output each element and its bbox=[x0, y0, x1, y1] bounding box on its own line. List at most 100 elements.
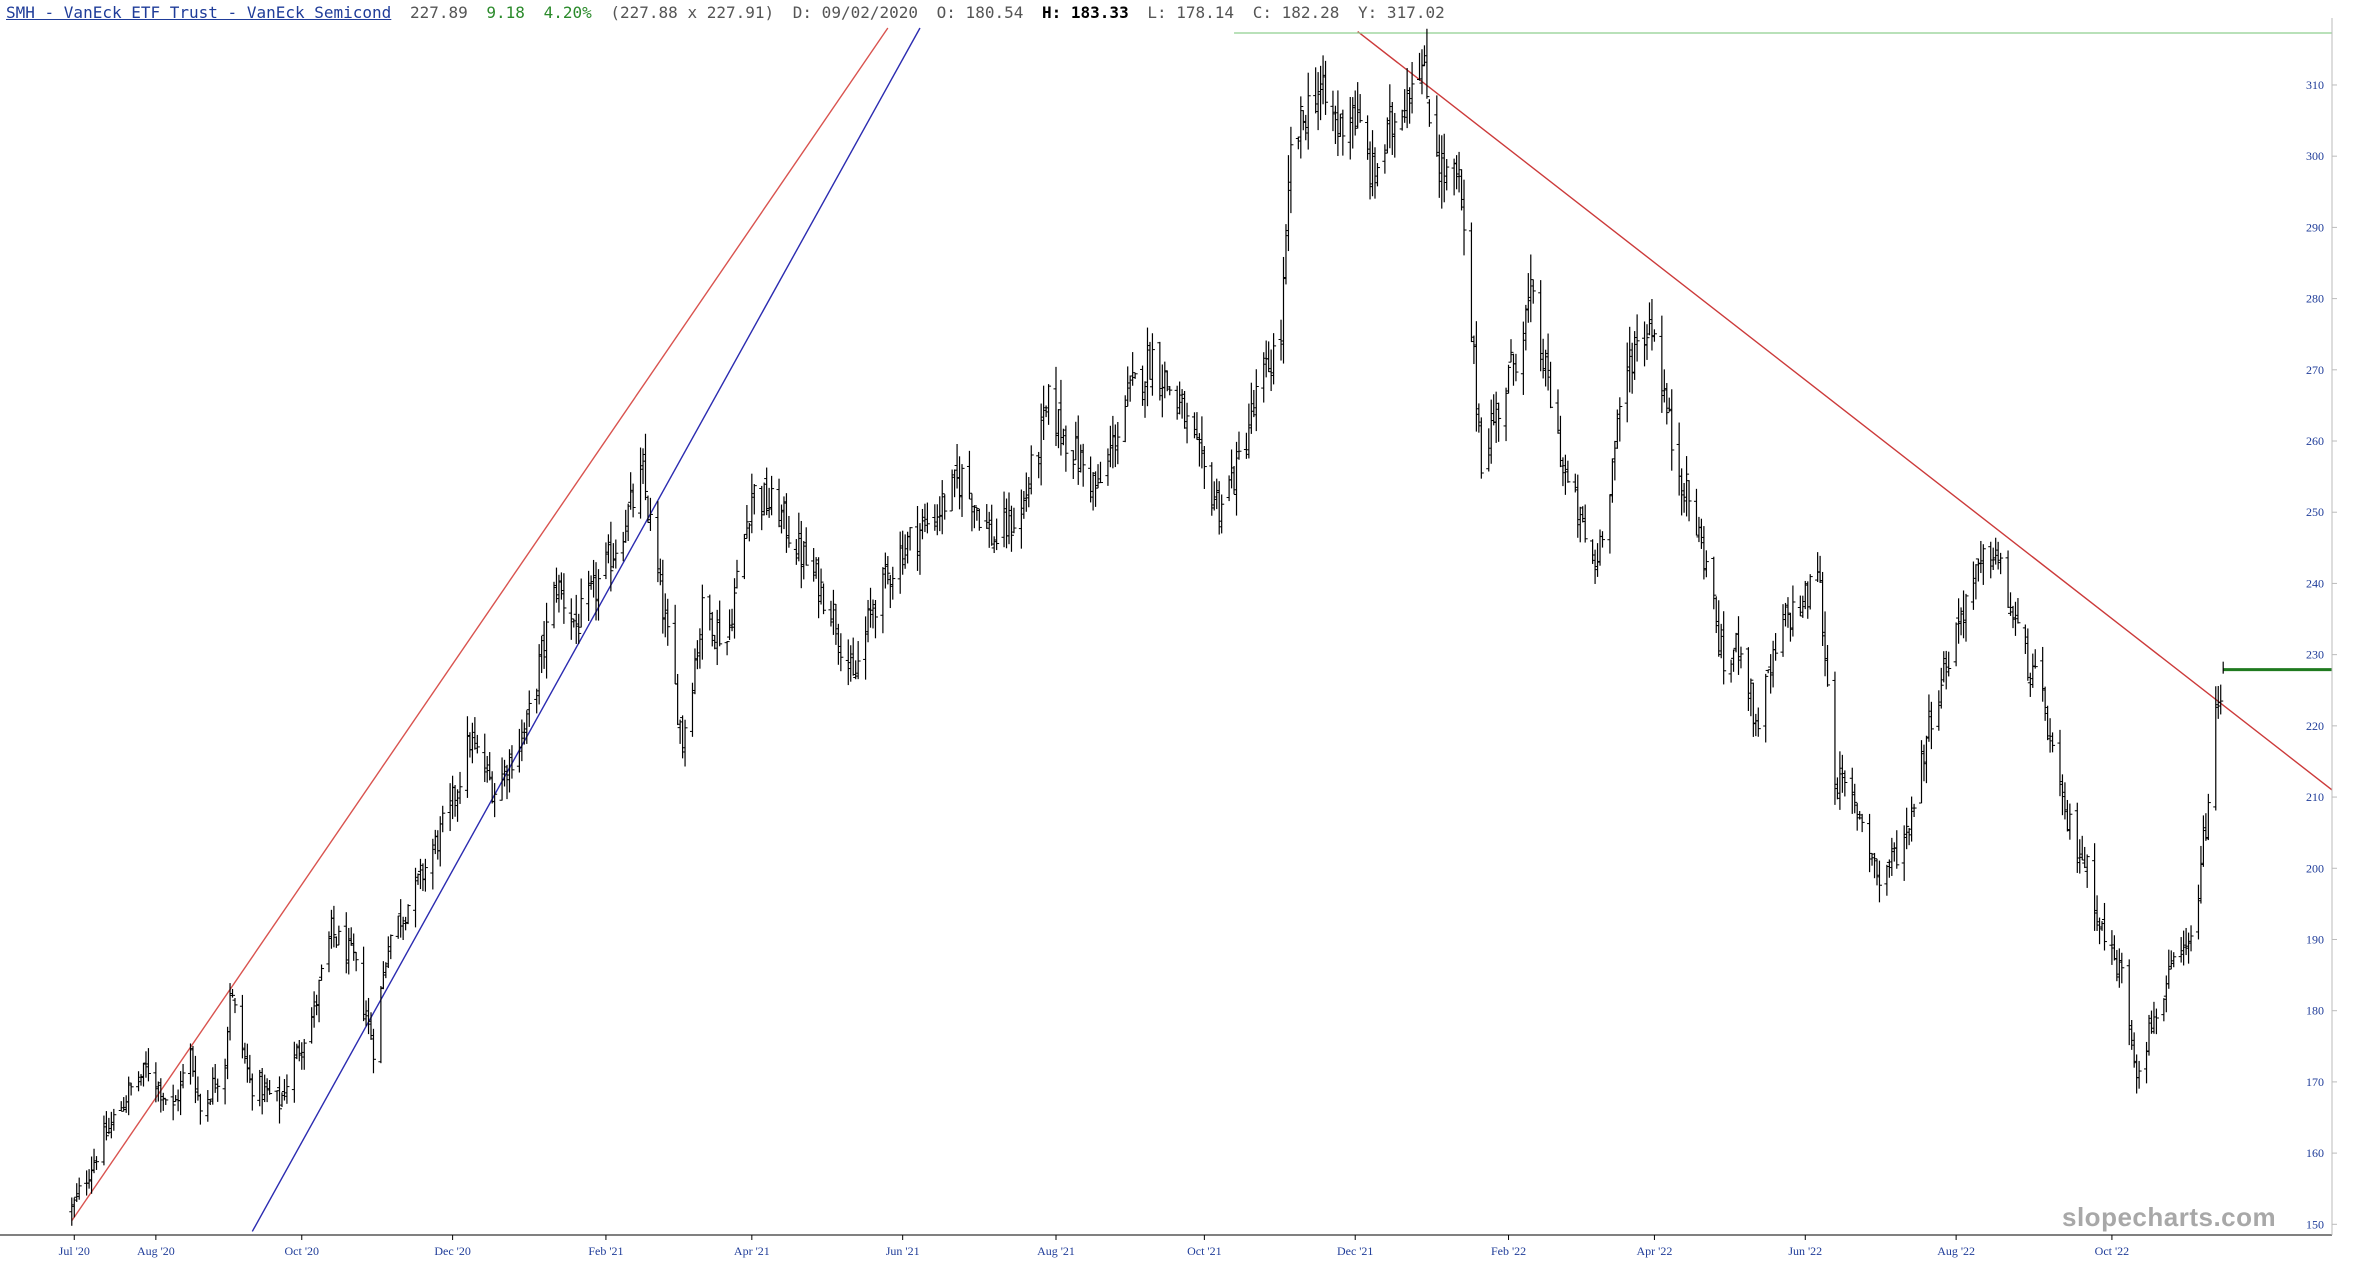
ohlc-bar bbox=[1253, 369, 1259, 432]
ohlc-bar bbox=[1473, 321, 1479, 432]
ohlc-bar bbox=[2188, 925, 2194, 952]
ohlc-bar bbox=[1832, 671, 1838, 805]
ohlc-bar bbox=[625, 503, 631, 541]
ohlc-bar bbox=[672, 604, 678, 685]
bid-ask: (227.88 x 227.91) bbox=[610, 3, 775, 22]
quote-header: SMH - VanEck ETF Trust - VanEck Semicond… bbox=[6, 3, 1454, 22]
ohlc-bar bbox=[1278, 319, 1284, 361]
ohlc-bar bbox=[781, 496, 787, 530]
ohlc-bar bbox=[1419, 49, 1425, 95]
ohlc-bar bbox=[1008, 505, 1014, 552]
ohlc-bar bbox=[311, 991, 317, 1028]
ohlc-bar bbox=[1026, 476, 1032, 508]
ohlc-bar bbox=[1370, 130, 1376, 197]
ohlc-bar bbox=[714, 609, 720, 666]
symbol-link[interactable]: SMH - VanEck ETF Trust - VanEck Semicond bbox=[6, 3, 392, 22]
y-tick-label: 190 bbox=[2306, 932, 2324, 946]
ohlc-bar bbox=[1733, 632, 1739, 653]
ohlc-bar bbox=[1305, 72, 1311, 150]
ohlc-bar bbox=[1975, 558, 1981, 582]
ohlc-bar bbox=[1718, 623, 1724, 659]
ohlc-bar bbox=[1698, 518, 1704, 549]
ohlc-bar bbox=[2171, 952, 2177, 968]
ohlc-bar bbox=[489, 771, 495, 804]
ohlc-bar bbox=[1768, 654, 1774, 694]
ohlc-bar bbox=[136, 1071, 142, 1092]
ohlc-bar bbox=[880, 567, 886, 634]
x-tick-label: Jun '21 bbox=[886, 1244, 920, 1258]
ohlc-bar bbox=[86, 1169, 92, 1189]
ohlc-bar bbox=[1599, 531, 1605, 548]
ohlc-bar bbox=[348, 927, 354, 946]
ohlc-bar bbox=[1424, 28, 1430, 99]
ohlc-bar bbox=[2134, 1054, 2140, 1094]
ohlc-bar bbox=[257, 1069, 263, 1107]
ohlc-bar bbox=[816, 557, 822, 619]
ohlc-bar bbox=[1365, 115, 1371, 160]
ohlc-bar bbox=[1456, 151, 1462, 193]
ohlc-bar bbox=[1506, 364, 1512, 394]
ohlc-bar bbox=[192, 1055, 198, 1104]
ohlc-bar bbox=[1125, 366, 1131, 407]
ohlc-bar bbox=[1248, 382, 1254, 434]
ohlc-bar bbox=[1313, 67, 1319, 114]
ohlc-bar bbox=[1127, 375, 1133, 402]
axes: 150 160 170 180 190 200 210 220 230 240 250 260 270 2… bbox=[0, 18, 2337, 1258]
ohlc-bar bbox=[1867, 813, 1873, 873]
ohlc-bar bbox=[811, 548, 817, 582]
ohlc-bar bbox=[544, 602, 550, 679]
ohlc-bar bbox=[1080, 443, 1086, 487]
ohlc-bar bbox=[732, 578, 738, 639]
ohlc-bar bbox=[1167, 386, 1173, 396]
ohlc-bar bbox=[1998, 552, 2004, 575]
ohlc-bar bbox=[766, 487, 772, 518]
ohlc-bar bbox=[180, 1063, 186, 1089]
ohlc-bar bbox=[994, 518, 1000, 551]
ohlc-bar bbox=[450, 775, 456, 820]
y-tick-label: 220 bbox=[2306, 719, 2324, 733]
ohlc-bar bbox=[1780, 604, 1786, 657]
ohlc-bar bbox=[1162, 361, 1168, 399]
ohlc-bar bbox=[897, 531, 903, 594]
ohlc-bar bbox=[230, 988, 236, 998]
ohlc-bar bbox=[1681, 482, 1687, 513]
ohlc-bar bbox=[1095, 464, 1101, 489]
ohlc-bar bbox=[751, 484, 757, 515]
ohlc-bar bbox=[291, 1041, 297, 1103]
last-price: 227.89 bbox=[409, 3, 468, 22]
ohlc-bar bbox=[1147, 341, 1153, 380]
ohlc-bar bbox=[1468, 222, 1474, 343]
ohlc-bar bbox=[259, 1067, 265, 1115]
ohlc-bar bbox=[1557, 415, 1563, 468]
ohlc-bar bbox=[966, 450, 972, 500]
ohlc-bar bbox=[709, 611, 715, 647]
x-tick-label: Feb '21 bbox=[588, 1244, 623, 1258]
ohlc-bar bbox=[1441, 133, 1447, 203]
ohlc-bar bbox=[561, 573, 567, 624]
ohlc-bar bbox=[779, 504, 785, 534]
ohlc-bar bbox=[464, 716, 470, 798]
ohlc-bar bbox=[1736, 616, 1742, 675]
ohlc-bar bbox=[1021, 490, 1027, 519]
y-tick-label: 180 bbox=[2306, 1004, 2324, 1018]
x-tick-label: Jul '20 bbox=[59, 1244, 90, 1258]
ohlc-bar bbox=[2059, 774, 2065, 816]
ohlc-bar bbox=[1043, 405, 1049, 418]
y-tick-label: 300 bbox=[2306, 149, 2324, 163]
ohlc-bar bbox=[319, 964, 325, 981]
ohlc-bar bbox=[2126, 959, 2132, 1046]
ohlc-bar bbox=[1347, 96, 1353, 160]
ohlc-bar bbox=[1271, 333, 1277, 385]
ohlc-bar bbox=[1817, 555, 1823, 583]
ohlc-bar bbox=[1004, 498, 1010, 549]
ohlc-bar bbox=[383, 962, 389, 979]
ohlc-bar bbox=[1980, 544, 1986, 585]
ohlc-bar bbox=[1993, 537, 1999, 565]
ohlc-bar bbox=[984, 504, 990, 529]
ohlc-bar bbox=[2153, 1008, 2159, 1035]
ohlc-bar bbox=[1523, 304, 1529, 351]
ohlc-bar bbox=[2067, 803, 2073, 840]
ohlc-bar bbox=[865, 599, 871, 643]
ohlc-bar bbox=[942, 494, 948, 520]
